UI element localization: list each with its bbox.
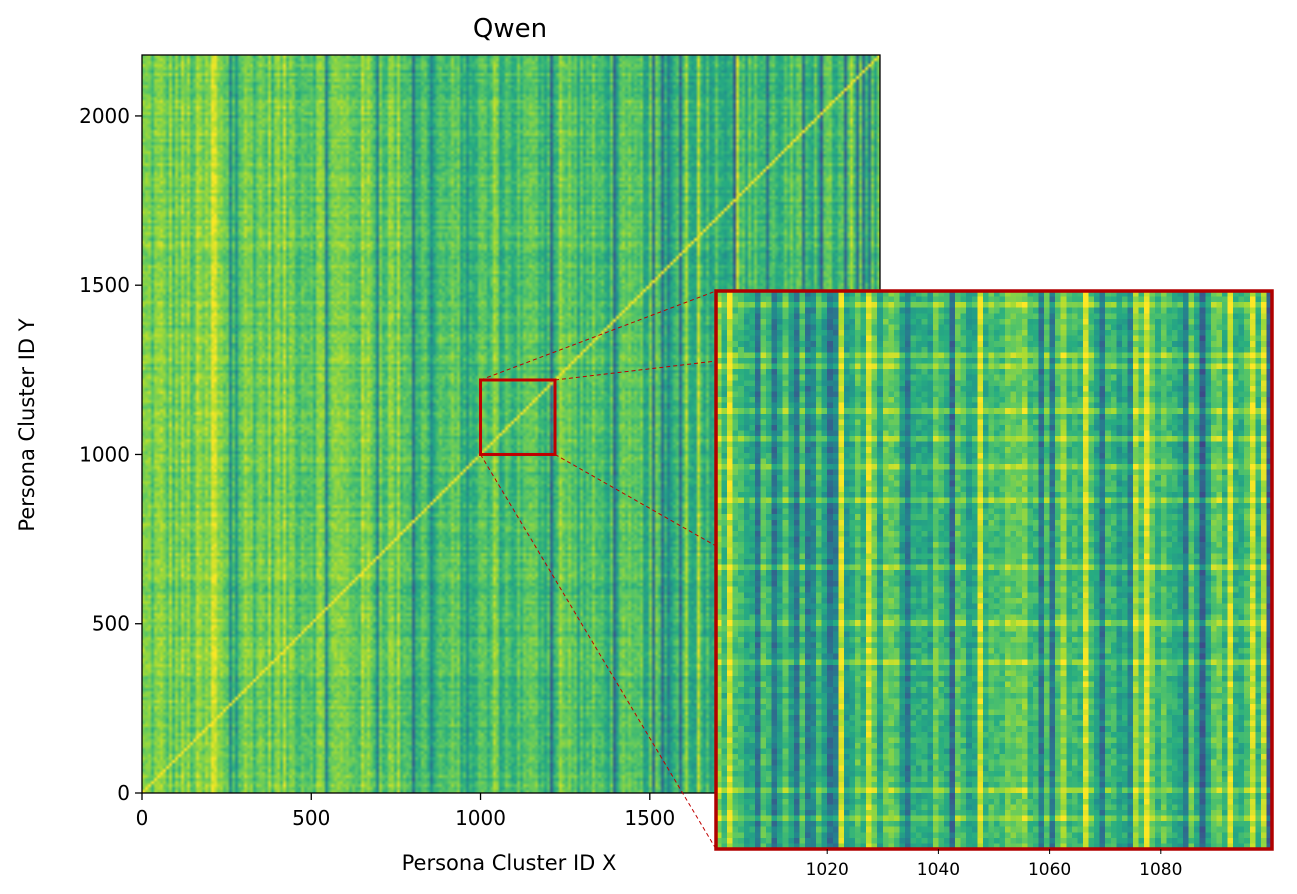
- main-x-axis: 0 500 1000 1500: [136, 793, 820, 830]
- y-tick-label: 2000: [79, 104, 130, 128]
- inset-x-tick-label: 1020: [806, 860, 849, 880]
- inset-heatmap: [716, 291, 1272, 849]
- connector-line: [554, 360, 717, 381]
- connector-line: [554, 454, 717, 547]
- y-tick-label: 1500: [79, 273, 130, 297]
- chart-title: Qwen: [473, 14, 547, 44]
- zoom-connector-lines: [480, 290, 717, 850]
- x-tick-label: 500: [292, 806, 330, 830]
- x-tick-label: 0: [136, 806, 149, 830]
- inset-border: [714, 289, 1274, 851]
- inset-x-tick-label: 1060: [1028, 860, 1071, 880]
- inset-heatmap-cells: [716, 291, 1272, 849]
- main-y-axis: 0 500 1000 1500 2000: [79, 104, 142, 805]
- y-axis-label: Persona Cluster ID Y: [15, 318, 39, 531]
- x-axis-label: Persona Cluster ID X: [402, 851, 617, 875]
- x-tick-label: 1500: [624, 806, 675, 830]
- inset-x-tick-label: 1080: [1139, 860, 1182, 880]
- inset-x-axis: 1020 1040 1060 1080: [806, 849, 1182, 880]
- y-tick-label: 1000: [79, 442, 130, 466]
- x-tick-label: 1000: [455, 806, 506, 830]
- y-tick-label: 500: [92, 612, 130, 636]
- inset-x-tick-label: 1040: [917, 860, 960, 880]
- zoom-region-highlight: [479, 378, 557, 456]
- y-tick-label: 0: [117, 781, 130, 805]
